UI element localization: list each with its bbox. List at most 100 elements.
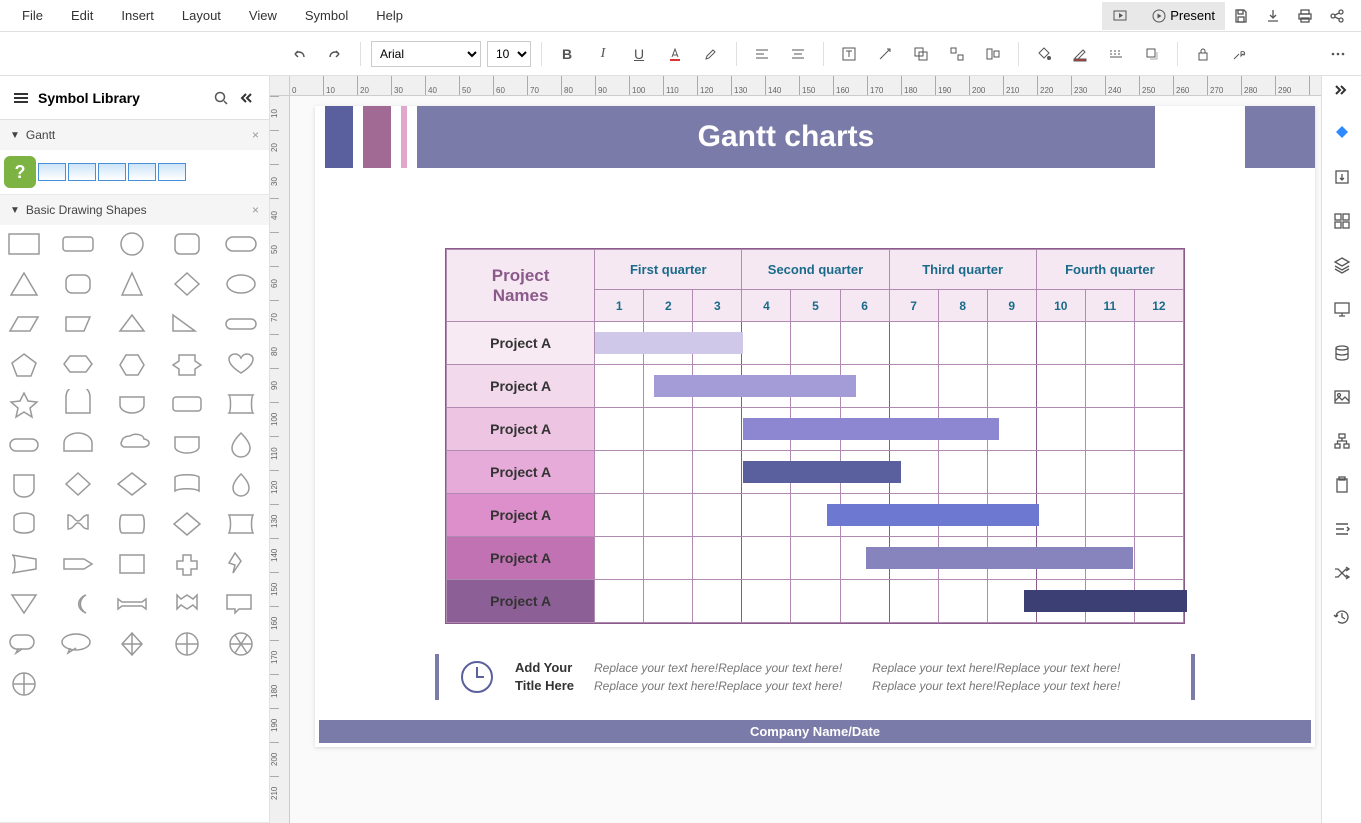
database-icon[interactable] (1328, 339, 1356, 367)
present-button[interactable]: Present (1142, 2, 1225, 30)
menu-edit[interactable]: Edit (57, 8, 107, 23)
shape-item[interactable] (112, 309, 152, 339)
shapes-section-header[interactable]: ▼Basic Drawing Shapes× (0, 195, 269, 225)
bold-button[interactable]: B (552, 39, 582, 69)
shape-item[interactable] (167, 589, 207, 619)
gantt-section-header[interactable]: ▼Gantt× (0, 120, 269, 150)
fill-button[interactable] (1029, 39, 1059, 69)
shape-item[interactable] (58, 389, 98, 419)
shape-item[interactable] (4, 669, 44, 699)
print-icon[interactable] (1289, 8, 1321, 24)
shape-item[interactable] (58, 349, 98, 379)
line-style-button[interactable] (1101, 39, 1131, 69)
indent-icon[interactable] (1328, 515, 1356, 543)
shape-item[interactable] (221, 429, 261, 459)
export-icon[interactable] (1328, 163, 1356, 191)
text-color-button[interactable] (660, 39, 690, 69)
shape-item[interactable] (58, 549, 98, 579)
lock-button[interactable] (1188, 39, 1218, 69)
help-icon[interactable]: ? (4, 156, 36, 188)
shape-item[interactable] (4, 469, 44, 499)
shape-item[interactable] (167, 429, 207, 459)
shape-item[interactable] (167, 509, 207, 539)
slideshow-button[interactable] (1102, 2, 1142, 30)
shape-item[interactable] (4, 429, 44, 459)
shape-item[interactable] (4, 509, 44, 539)
menu-help[interactable]: Help (362, 8, 417, 23)
align-v-button[interactable] (783, 39, 813, 69)
shape-item[interactable] (4, 549, 44, 579)
share-icon[interactable] (1321, 8, 1353, 24)
gantt-shape[interactable] (38, 163, 66, 181)
shape-item[interactable] (167, 469, 207, 499)
undo-button[interactable] (284, 39, 314, 69)
shape-item[interactable] (221, 469, 261, 499)
text-tool-button[interactable] (834, 39, 864, 69)
gantt-shape[interactable] (128, 163, 156, 181)
shape-item[interactable] (58, 229, 98, 259)
shape-item[interactable] (112, 589, 152, 619)
shape-item[interactable] (167, 309, 207, 339)
shape-item[interactable] (221, 309, 261, 339)
shape-item[interactable] (112, 269, 152, 299)
collapse-sidebar-icon[interactable] (233, 90, 257, 106)
close-icon[interactable]: × (252, 203, 259, 217)
canvas[interactable]: 0102030405060708090100110120130140150160… (270, 76, 1321, 823)
shuffle-icon[interactable] (1328, 559, 1356, 587)
shape-item[interactable] (221, 549, 261, 579)
page[interactable]: Gantt charts ProjectNamesFirst quarterSe… (315, 106, 1315, 747)
shape-item[interactable] (221, 629, 261, 659)
menu-symbol[interactable]: Symbol (291, 8, 362, 23)
search-icon[interactable] (209, 90, 233, 106)
shape-item[interactable] (58, 269, 98, 299)
shape-item[interactable] (167, 389, 207, 419)
shape-item[interactable] (58, 469, 98, 499)
shape-item[interactable] (221, 349, 261, 379)
shape-item[interactable] (4, 229, 44, 259)
shape-item[interactable] (112, 349, 152, 379)
shape-item[interactable] (167, 549, 207, 579)
menu-insert[interactable]: Insert (107, 8, 168, 23)
shape-item[interactable] (221, 389, 261, 419)
grid-icon[interactable] (1328, 207, 1356, 235)
sitemap-icon[interactable] (1328, 427, 1356, 455)
shape-item[interactable] (4, 309, 44, 339)
group-button[interactable] (906, 39, 936, 69)
shape-item[interactable] (167, 229, 207, 259)
italic-button[interactable]: I (588, 39, 618, 69)
shape-item[interactable] (4, 589, 44, 619)
menu-file[interactable]: File (8, 8, 57, 23)
underline-button[interactable]: U (624, 39, 654, 69)
connector-button[interactable] (870, 39, 900, 69)
line-color-button[interactable] (1065, 39, 1095, 69)
shape-item[interactable] (4, 269, 44, 299)
clipboard-icon[interactable] (1328, 471, 1356, 499)
ungroup-button[interactable] (942, 39, 972, 69)
shape-item[interactable] (58, 309, 98, 339)
shape-item[interactable] (167, 629, 207, 659)
shape-item[interactable] (112, 429, 152, 459)
gantt-shape[interactable] (68, 163, 96, 181)
shape-item[interactable] (221, 229, 261, 259)
layers-icon[interactable] (1328, 251, 1356, 279)
more-button[interactable] (1323, 39, 1353, 69)
redo-button[interactable] (320, 39, 350, 69)
shape-item[interactable] (112, 509, 152, 539)
highlight-button[interactable] (696, 39, 726, 69)
gantt-shape[interactable] (98, 163, 126, 181)
shape-item[interactable] (112, 469, 152, 499)
shape-item[interactable] (221, 589, 261, 619)
shape-item[interactable] (167, 349, 207, 379)
shape-item[interactable] (112, 629, 152, 659)
shape-item[interactable] (4, 389, 44, 419)
shape-item[interactable] (4, 349, 44, 379)
shape-item[interactable] (112, 549, 152, 579)
close-icon[interactable]: × (252, 128, 259, 142)
download-icon[interactable] (1257, 8, 1289, 24)
save-icon[interactable] (1225, 8, 1257, 24)
presentation-icon[interactable] (1328, 295, 1356, 323)
shape-item[interactable] (221, 509, 261, 539)
shape-item[interactable] (58, 629, 98, 659)
size-select[interactable]: 10 (487, 41, 531, 67)
shape-item[interactable] (58, 429, 98, 459)
